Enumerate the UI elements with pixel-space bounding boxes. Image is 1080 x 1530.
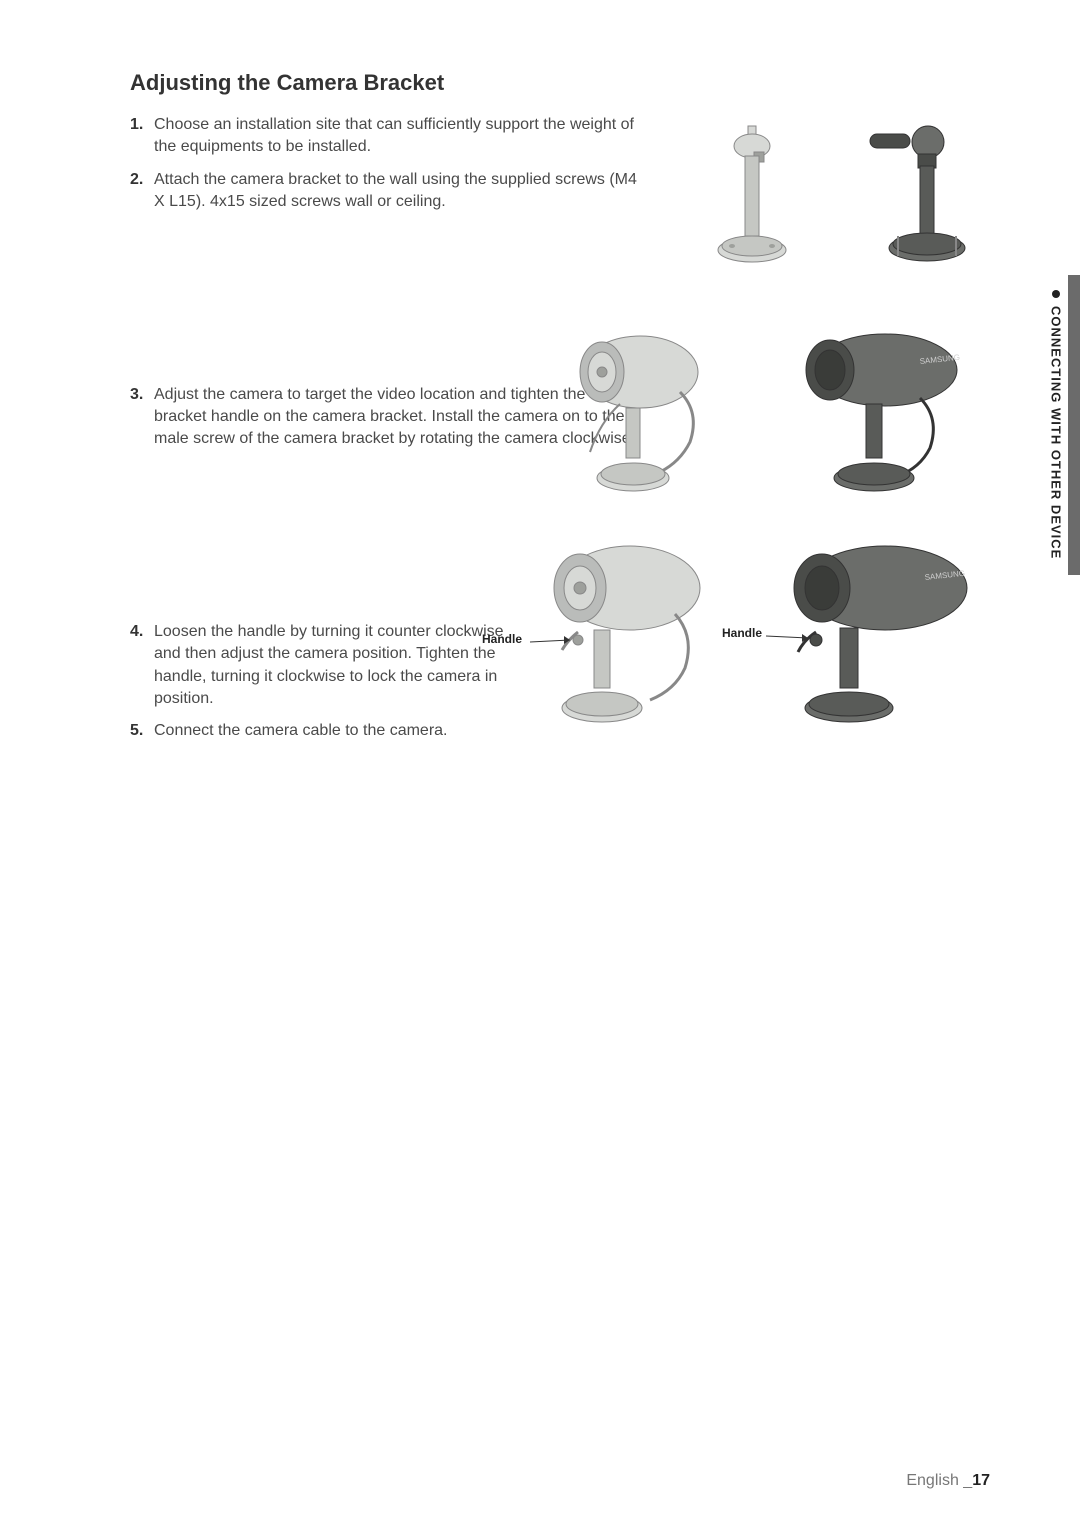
page-footer: English _17 xyxy=(906,1472,990,1490)
handle-label: Handle xyxy=(482,632,522,646)
figure-cameras-handle: Handle SAMSUNG Handle xyxy=(520,532,980,732)
step-number: 3. xyxy=(130,384,154,451)
camera-dark-mounted-icon: SAMSUNG xyxy=(790,322,980,502)
camera-dark-handle-icon: SAMSUNG xyxy=(760,532,980,732)
bullet-icon xyxy=(1052,290,1060,298)
footer-page: 17 xyxy=(972,1472,990,1489)
tab-stripe xyxy=(1068,275,1080,575)
side-section-tab: CONNECTING WITH OTHER DEVICE xyxy=(1046,275,1080,575)
bracket-dark-icon xyxy=(850,118,980,268)
figure-cameras-mounted: SAMSUNG xyxy=(570,322,980,502)
camera-line-mounted-icon xyxy=(570,322,750,502)
footer-sep: _ xyxy=(963,1472,972,1489)
tab-label: CONNECTING WITH OTHER DEVICE xyxy=(1049,306,1064,559)
step-number: 1. xyxy=(130,114,154,159)
step-number: 5. xyxy=(130,720,154,742)
bracket-line-art-icon xyxy=(710,118,810,268)
step-text: Attach the camera bracket to the wall us… xyxy=(154,169,644,214)
footer-lang: English xyxy=(906,1472,958,1489)
step-number: 4. xyxy=(130,621,154,711)
section-heading: Adjusting the Camera Bracket xyxy=(130,70,990,96)
step-text: Connect the camera cable to the camera. xyxy=(154,720,448,742)
handle-label: Handle xyxy=(722,626,762,640)
tab-text: CONNECTING WITH OTHER DEVICE xyxy=(1049,290,1064,559)
step-text: Choose an installation site that can suf… xyxy=(154,114,644,159)
step-number: 2. xyxy=(130,169,154,214)
step-text: Loosen the handle by turning it counter … xyxy=(154,621,524,711)
camera-line-handle-icon xyxy=(520,532,730,732)
figure-bracket-stands xyxy=(710,118,980,268)
